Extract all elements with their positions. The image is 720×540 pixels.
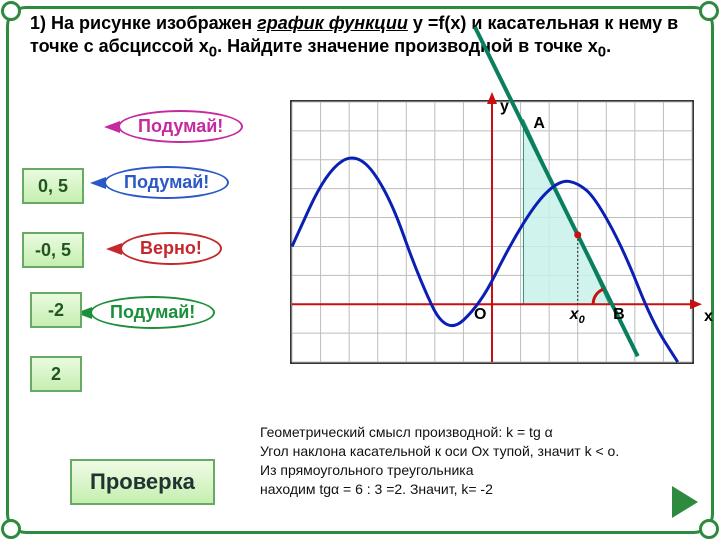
axis-label: О xyxy=(474,306,486,324)
q-under: график функции xyxy=(257,13,408,33)
answer-button[interactable]: 0, 5 xyxy=(22,168,84,204)
x0-label: x0 xyxy=(570,306,585,326)
answer-button[interactable]: -2 xyxy=(30,292,82,328)
corner-icon xyxy=(699,1,719,21)
axis-label: A xyxy=(533,115,545,133)
feedback-bubble: Подумай! xyxy=(118,110,243,143)
corner-icon xyxy=(699,519,719,539)
explain-line: Угол наклона касательной к оси Ох тупой,… xyxy=(260,442,680,461)
check-button[interactable]: Проверка xyxy=(70,459,215,505)
question-text: 1) На рисунке изображен график функции y… xyxy=(30,12,700,62)
corner-icon xyxy=(1,1,21,21)
answer-button[interactable]: -0, 5 xyxy=(22,232,84,268)
q-tail: . xyxy=(606,36,611,56)
graph-panel: yAОВxx0 xyxy=(290,100,694,364)
q-pre: 1) На рисунке изображен xyxy=(30,13,257,33)
feedback-bubble: Верно! xyxy=(120,232,222,265)
explain-line: Из прямоугольного треугольника xyxy=(260,461,680,480)
q-sub0a: 0 xyxy=(209,43,217,60)
corner-icon xyxy=(1,519,21,539)
axis-label: В xyxy=(613,306,625,324)
explain-line: находим tgα = 6 : 3 =2. Значит, k= -2 xyxy=(260,480,680,499)
feedback-bubble: Подумай! xyxy=(104,166,229,199)
explanation-text: Геометрический смысл производной: k = tg… xyxy=(260,423,680,499)
answer-button[interactable]: 2 xyxy=(30,356,82,392)
feedback-bubble: Подумай! xyxy=(90,296,215,329)
q-mid: . Найдите значение производной в точке x xyxy=(217,36,598,56)
axis-label: y xyxy=(500,98,509,116)
q-sub0b: 0 xyxy=(598,43,606,60)
explain-line: Геометрический смысл производной: k = tg… xyxy=(260,423,680,442)
next-icon[interactable] xyxy=(672,486,698,518)
axis-label: x xyxy=(704,308,713,326)
